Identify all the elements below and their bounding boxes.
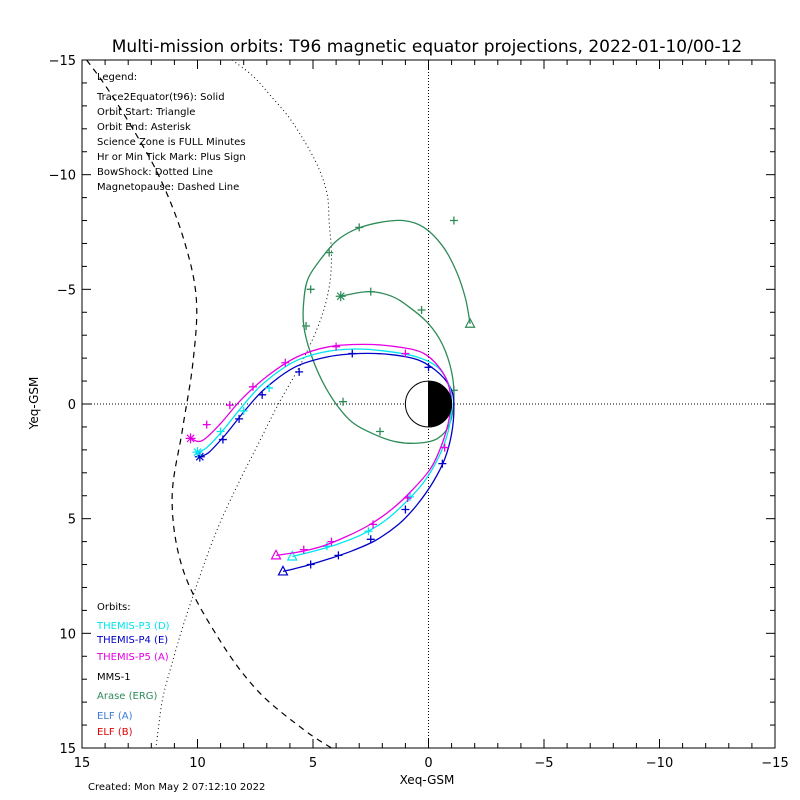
chart-title: Multi-mission orbits: T96 magnetic equat… [112, 37, 743, 57]
x-tick-label: −10 [646, 756, 673, 771]
y-tick-label: −10 [49, 169, 76, 184]
orbit-tick-mark [348, 349, 357, 358]
orbit-tick-mark [218, 435, 227, 444]
orbit-start-marker [464, 317, 476, 328]
orbit-label-themis-p4: THEMIS-P4 (E) [96, 635, 168, 646]
orbit-end-marker [185, 433, 196, 444]
orbit-tick-mark [327, 537, 336, 546]
orbit-tick-mark [265, 383, 274, 392]
earth-nightside [428, 380, 452, 428]
orbit-trace [302, 219, 471, 444]
orbit-start-marker [286, 550, 298, 561]
orbit-tick-mark [369, 520, 378, 529]
x-axis-label: Xeq-GSM [400, 773, 455, 787]
x-tick-label: 15 [74, 756, 91, 771]
orbit-end-marker [194, 451, 205, 462]
orbit-label-elf-a: ELF (A) [97, 711, 133, 722]
orbit-start-marker [270, 549, 282, 560]
x-tick-label: −15 [761, 756, 788, 771]
orbit-trace [197, 348, 453, 558]
y-tick-label: 15 [59, 742, 76, 757]
orbit-trace [190, 343, 452, 557]
orbit-tick-mark [306, 285, 315, 294]
legend-line: Magnetopause: Dashed Line [97, 182, 239, 193]
orbit-tick-mark [302, 322, 311, 331]
orbit-tick-mark [235, 414, 244, 423]
orbit-label-themis-p3: THEMIS-P3 (D) [96, 621, 170, 632]
y-tick-label: 10 [59, 627, 76, 642]
orbit-tick-mark [375, 427, 384, 436]
y-tick-label: −5 [57, 283, 76, 298]
x-tick-label: −5 [534, 756, 553, 771]
orbit-tick-mark [295, 367, 304, 376]
orbit-tick-mark [334, 551, 343, 560]
orbit-tick-mark [225, 401, 234, 410]
orbit-tick-mark [258, 390, 267, 399]
y-tick-label: −15 [49, 54, 76, 69]
legend-line: BowShock: Dotted Line [97, 167, 213, 178]
orbit-label-arase: Arase (ERG) [97, 691, 158, 702]
orbit-tick-mark [299, 545, 308, 554]
orbit-tick-mark [355, 223, 364, 232]
orbit-tick-mark [306, 560, 315, 569]
orbit-tick-mark [339, 397, 348, 406]
orbit-tick-mark [202, 420, 211, 429]
y-axis-label: Yeq-GSM [27, 377, 41, 431]
orbit-tick-mark [366, 535, 375, 544]
orbit-label-elf-b: ELF (B) [97, 727, 133, 738]
x-tick-label: 10 [189, 756, 206, 771]
reference-lines [82, 59, 775, 749]
orbit-tick-mark [438, 459, 447, 468]
orbit-end-marker [335, 291, 346, 302]
orbit-end-marker [192, 447, 203, 458]
orbit-tick-mark [364, 527, 373, 536]
orbit-tick-mark [401, 349, 410, 358]
axes: 15 10 5 0 −5 −10 −15 −15 −10 −5 0 5 10 15 [49, 54, 789, 771]
orbit-tick-mark [325, 248, 334, 257]
orbit-start-marker [277, 565, 289, 576]
y-tick-label: 5 [68, 513, 76, 528]
orbit-tick-mark [216, 427, 225, 436]
legend-line: Trace2Equator(t96): Solid [96, 92, 225, 103]
orbit-label-themis-p5: THEMIS-P5 (A) [96, 652, 169, 663]
orbit-tick-mark [239, 406, 248, 415]
legend-line: Hr or Min Tick Mark: Plus Sign [97, 152, 246, 163]
orbit-label-mms-1: MMS-1 [97, 672, 131, 683]
orbit-tick-mark [281, 358, 290, 367]
legend-line: Orbit Start: Triangle [97, 107, 195, 118]
orbit-tick-mark [440, 443, 449, 452]
orbit-tick-mark [403, 494, 412, 503]
orbit-tick-mark [366, 287, 375, 296]
orbit-traces [185, 216, 476, 576]
created-timestamp: Created: Mon May 2 07:12:10 2022 [88, 782, 265, 793]
orbit-tick-mark [332, 342, 341, 351]
legend-line: Science Zone is FULL Minutes [97, 137, 246, 148]
orbits-heading: Orbits: [97, 602, 131, 613]
x-tick-label: 5 [309, 756, 317, 771]
legend-line: Orbit End: Asterisk [97, 122, 191, 133]
legend-heading: Legend: [97, 72, 137, 83]
earth-symbol [404, 380, 453, 428]
legend: Legend: Trace2Equator(t96): Solid Orbit … [96, 72, 246, 193]
x-tick-label: 0 [424, 756, 432, 771]
orbit-tick-mark [401, 505, 410, 514]
orbit-list: Orbits: THEMIS-P3 (D) THEMIS-P4 (E) THEM… [96, 602, 170, 738]
orbit-tick-mark [417, 305, 426, 314]
orbit-tick-mark [424, 363, 433, 372]
orbit-tick-mark [248, 382, 257, 391]
orbit-tick-mark [449, 216, 458, 225]
orbit-trace [199, 352, 455, 573]
y-tick-label: 0 [68, 398, 76, 413]
